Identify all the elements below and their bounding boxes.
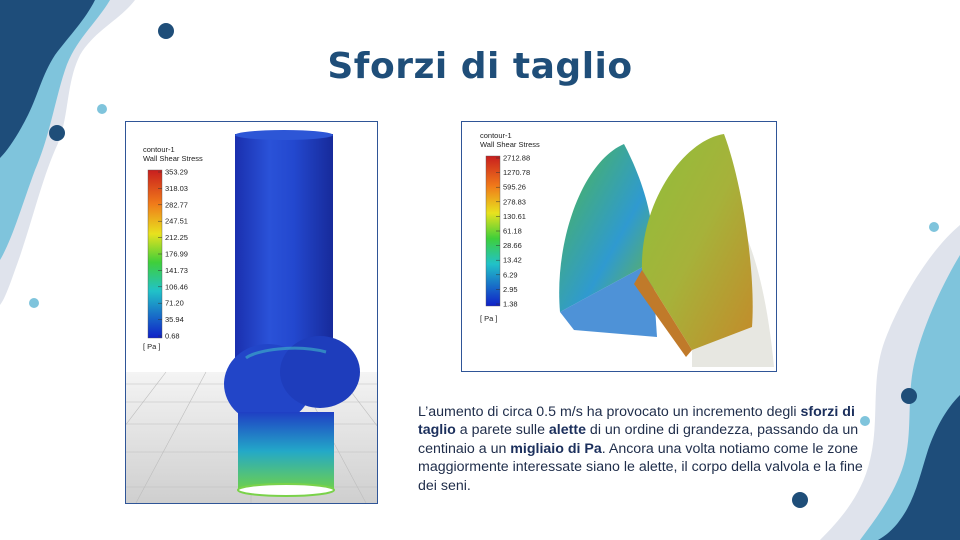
tick-label: 141.73 xyxy=(165,266,188,275)
legend-title-line2: Wall Shear Stress xyxy=(143,154,203,163)
contour-render-left: contour-1 Wall Shear Stress 353.29 318.03… xyxy=(126,130,377,503)
highlight-leaflets: alette xyxy=(548,422,586,439)
tick-label: 6.29 xyxy=(503,270,518,279)
tick-label: 71.20 xyxy=(165,299,184,308)
slide-title: Sforzi di taglio xyxy=(327,46,633,87)
highlight-shear-stress: sforzi di taglio xyxy=(418,404,855,439)
text-segment: a parete sulle xyxy=(455,422,549,439)
tick-label: 28.66 xyxy=(503,241,522,250)
text-segment: . Ancora una volta notiamo come le zone … xyxy=(418,440,863,494)
highlight-thousand-pa: migliaio di Pa xyxy=(510,440,602,457)
tick-label: 1.38 xyxy=(503,300,518,309)
legend-title-line2: Wall Shear Stress xyxy=(480,140,540,149)
dot-5 xyxy=(929,222,939,232)
tick-label: 278.83 xyxy=(503,197,526,206)
dot-6 xyxy=(901,388,917,404)
dot-2 xyxy=(97,104,107,114)
tick-label: 106.46 xyxy=(165,282,188,291)
tick-label: 2712.88 xyxy=(503,154,530,163)
dot-4 xyxy=(29,298,39,308)
dot-1 xyxy=(158,23,174,39)
tick-label: 2.95 xyxy=(503,285,518,294)
contour-image-valve-body: contour-1 Wall Shear Stress 353.29 318.03… xyxy=(125,121,378,504)
tick-label: 61.18 xyxy=(503,227,522,236)
tick-label: 0.68 xyxy=(165,332,180,341)
color-bar-ticks: 353.29 318.03 282.77 247.51 212.25 176.99 141.… xyxy=(158,168,188,341)
tick-label: 318.03 xyxy=(165,184,188,193)
legend-unit: [ Pa ] xyxy=(143,342,161,351)
top-left-wave-navy xyxy=(0,0,95,158)
tick-label: 247.51 xyxy=(165,217,188,226)
tick-label: 212.25 xyxy=(165,233,188,242)
dot-7 xyxy=(860,416,870,426)
text-segment: L’aumento di circa 0.5 m/s ha provocato … xyxy=(418,404,801,420)
legend-title-line1: contour-1 xyxy=(143,145,175,154)
tick-label: 282.77 xyxy=(165,200,188,209)
dot-3 xyxy=(49,125,65,141)
description-paragraph: L’aumento di circa 0.5 m/s ha provocato … xyxy=(418,403,868,495)
tick-label: 35.94 xyxy=(165,315,184,324)
tick-label: 13.42 xyxy=(503,256,522,265)
tick-label: 595.26 xyxy=(503,183,526,192)
contour-render-right: contour-1 Wall Shear Stress 2712.88 1270.… xyxy=(462,122,776,371)
legend-title-line1: contour-1 xyxy=(480,131,512,140)
tick-label: 353.29 xyxy=(165,168,188,177)
legend-unit: [ Pa ] xyxy=(480,314,498,323)
tick-label: 130.61 xyxy=(503,212,526,221)
tick-label: 1270.78 xyxy=(503,168,530,177)
text-segment: di un ordine di grandezza, passando da u… xyxy=(418,422,859,457)
dot-8 xyxy=(792,492,808,508)
bottom-right-wave-navy xyxy=(878,395,960,540)
color-bar-ticks: 2712.88 1270.78 595.26 278.83 130.61 61.18 28.… xyxy=(496,154,530,309)
contour-image-leaflets: contour-1 Wall Shear Stress 2712.88 1270.… xyxy=(461,121,777,372)
tick-label: 176.99 xyxy=(165,250,188,259)
